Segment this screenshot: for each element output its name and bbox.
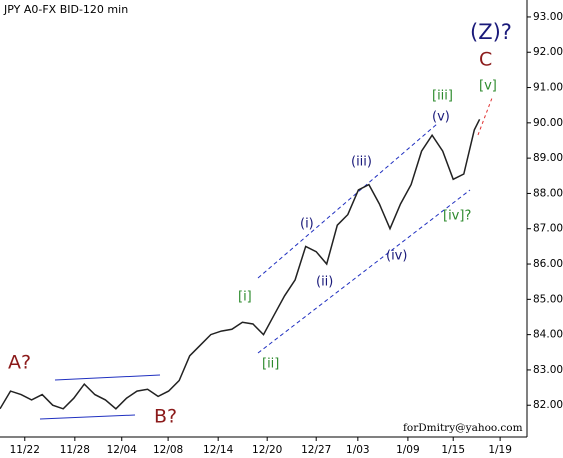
y-tick-label: 89.00 xyxy=(533,152,563,164)
plot-area xyxy=(0,0,527,437)
price-line xyxy=(0,118,481,410)
watermark: forDmitry@yahoo.com xyxy=(403,422,523,434)
y-tick-label: 86.00 xyxy=(533,258,563,270)
x-tick-label: 11/22 xyxy=(10,444,40,456)
target-line xyxy=(477,97,493,136)
x-tick-label: 12/27 xyxy=(301,444,331,456)
wave-label: [i] xyxy=(238,290,252,305)
channels xyxy=(39,97,493,420)
channel-line xyxy=(257,189,471,354)
wave-label: (i) xyxy=(300,217,314,232)
wave-label: [ii] xyxy=(262,357,279,372)
wave-label: [iii] xyxy=(432,89,453,104)
wave-label: C xyxy=(479,49,492,71)
wave-label: (iv) xyxy=(386,249,407,264)
y-tick-label: 88.00 xyxy=(533,187,563,199)
y-tick-label: 82.00 xyxy=(533,399,563,411)
y-tick-label: 85.00 xyxy=(533,293,563,305)
channel-line xyxy=(54,374,161,381)
wave-label: (iii) xyxy=(351,155,372,170)
chart-title: JPY A0-FX BID-120 min xyxy=(3,3,128,16)
y-tick-label: 92.00 xyxy=(533,46,563,58)
x-tick-label: 12/14 xyxy=(203,444,234,456)
wave-label: (v) xyxy=(432,110,450,125)
x-tick-label: 1/03 xyxy=(346,444,370,456)
y-tick-label: 87.00 xyxy=(533,223,563,235)
x-tick-label: 1/09 xyxy=(396,444,420,456)
y-tick-label: 84.00 xyxy=(533,329,563,341)
x-tick-label: 12/20 xyxy=(252,444,282,456)
y-tick-label: 90.00 xyxy=(533,117,563,129)
x-tick-label: 1/19 xyxy=(488,444,512,456)
channel-line xyxy=(39,414,136,420)
x-tick-label: 12/04 xyxy=(107,444,138,456)
channel-line xyxy=(257,123,438,279)
wave-label: A? xyxy=(8,352,31,374)
x-tick-label: 12/08 xyxy=(153,444,183,456)
x-tick-label: 1/15 xyxy=(441,444,465,456)
y-tick-label: 91.00 xyxy=(533,82,563,94)
wave-label: B? xyxy=(154,406,177,428)
x-tick-label: 11/28 xyxy=(60,444,90,456)
wave-label: [iv]? xyxy=(443,209,471,224)
wave-label: (ii) xyxy=(316,275,333,290)
y-tick-label: 93.00 xyxy=(533,11,563,23)
wave-label: [v] xyxy=(479,79,497,94)
y-tick-label: 83.00 xyxy=(533,364,563,376)
wave-label: (Z)? xyxy=(470,20,512,44)
